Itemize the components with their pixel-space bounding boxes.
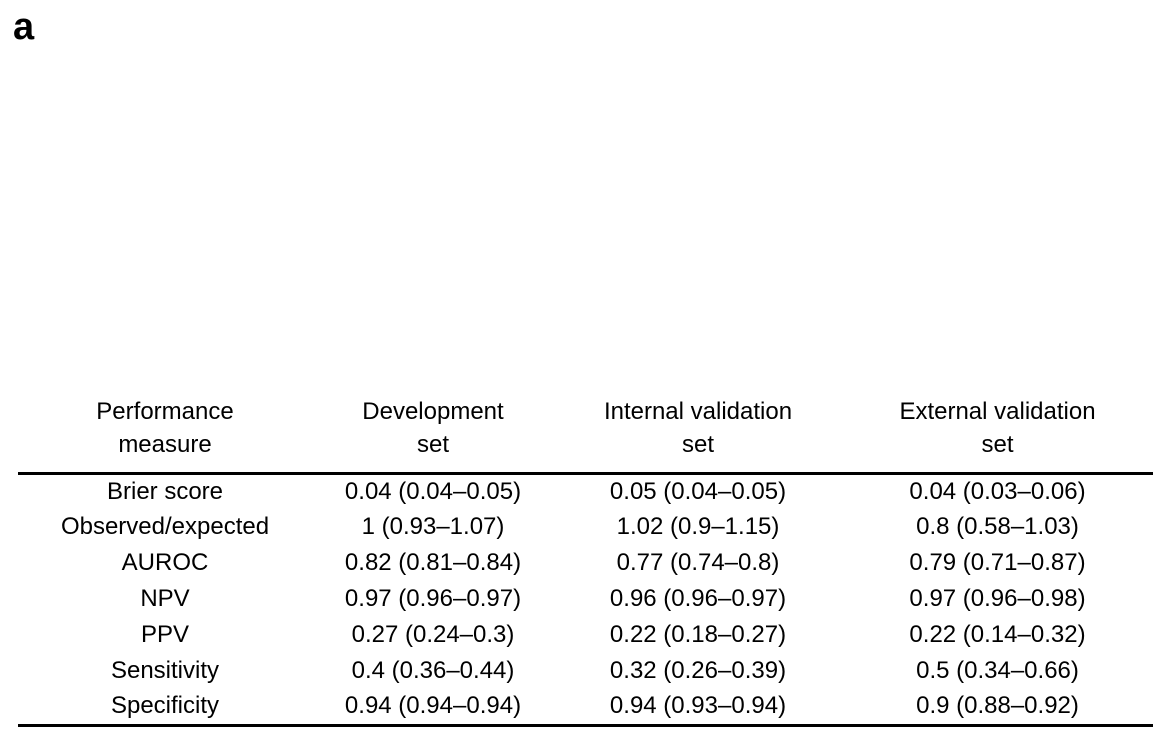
table-row-specificity: Specificity 0.94 (0.94–0.94) 0.94 (0.93–…	[18, 689, 1153, 725]
column-header-external-validation-set: External validation set	[842, 391, 1153, 473]
cell-internal-validation: 0.77 (0.74–0.8)	[616, 549, 780, 576]
column-header-internal-validation-set: Internal validation set	[554, 391, 842, 473]
cell-internal-validation: 0.94 (0.93–0.94)	[609, 692, 787, 720]
cell-development: 1 (0.93–1.07)	[361, 513, 505, 540]
table-row-auroc: AUROC 0.82 (0.81–0.84) 0.77 (0.74–0.8) 0…	[18, 545, 1153, 581]
cell-development: 0.04 (0.04–0.05)	[344, 477, 522, 505]
row-label: Observed/expected	[60, 513, 270, 540]
header-line: Internal validation	[603, 398, 793, 426]
panel-label: a	[13, 6, 35, 48]
cell-external-validation: 0.8 (0.58–1.03)	[916, 513, 1079, 540]
cell-internal-validation: 0.22 (0.18–0.27)	[609, 621, 787, 648]
header-line: Development	[362, 398, 504, 426]
column-header-performance-measure: Performance measure	[18, 391, 312, 473]
header-line: measure	[118, 431, 212, 459]
cell-development: 0.82 (0.81–0.84)	[344, 549, 522, 576]
cell-external-validation: 0.04 (0.03–0.06)	[909, 477, 1086, 505]
table-row-sensitivity: Sensitivity 0.4 (0.36–0.44) 0.32 (0.26–0…	[18, 653, 1153, 689]
cell-development: 0.94 (0.94–0.94)	[344, 692, 522, 720]
cell-external-validation: 0.22 (0.14–0.32)	[909, 621, 1086, 648]
header-row: Performance measure Development set Inte…	[18, 391, 1153, 473]
performance-metrics-table: Performance measure Development set Inte…	[18, 391, 1153, 727]
table-row-observed-expected: Observed/expected 1 (0.93–1.07) 1.02 (0.…	[18, 509, 1153, 545]
row-label: NPV	[140, 585, 190, 612]
cell-external-validation: 0.9 (0.88–0.92)	[916, 692, 1079, 720]
row-label: Specificity	[110, 692, 220, 720]
table-row-npv: NPV 0.97 (0.96–0.97) 0.96 (0.96–0.97) 0.…	[18, 581, 1153, 617]
cell-external-validation: 0.79 (0.71–0.87)	[909, 549, 1086, 576]
cell-internal-validation: 0.05 (0.04–0.05)	[609, 477, 787, 505]
header-line: Performance	[96, 398, 234, 426]
row-label: Sensitivity	[110, 657, 220, 684]
cell-development: 0.97 (0.96–0.97)	[344, 585, 522, 612]
table-row-ppv: PPV 0.27 (0.24–0.3) 0.22 (0.18–0.27) 0.2…	[18, 617, 1153, 653]
table-row-brier-score: Brier score 0.04 (0.04–0.05) 0.05 (0.04–…	[18, 473, 1153, 509]
cell-external-validation: 0.97 (0.96–0.98)	[909, 585, 1086, 612]
column-header-development-set: Development set	[312, 391, 554, 473]
cell-internal-validation: 1.02 (0.9–1.15)	[616, 513, 780, 540]
header-line: set	[981, 431, 1014, 459]
cell-development: 0.27 (0.24–0.3)	[351, 621, 515, 648]
cell-external-validation: 0.5 (0.34–0.66)	[916, 657, 1079, 684]
cell-internal-validation: 0.32 (0.26–0.39)	[609, 657, 787, 684]
cell-development: 0.4 (0.36–0.44)	[351, 657, 515, 684]
row-label: PPV	[140, 621, 190, 648]
header-line: External validation	[899, 398, 1096, 426]
row-label: Brier score	[106, 477, 224, 505]
cell-internal-validation: 0.96 (0.96–0.97)	[609, 585, 787, 612]
row-label: AUROC	[121, 549, 209, 576]
header-line: set	[681, 431, 714, 459]
header-line: set	[416, 431, 449, 459]
